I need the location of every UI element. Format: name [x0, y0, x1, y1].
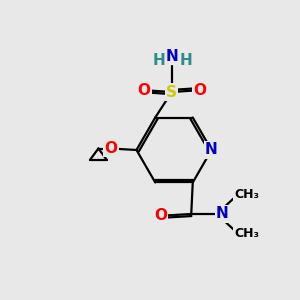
- Text: CH₃: CH₃: [234, 227, 259, 240]
- Text: N: N: [216, 206, 229, 221]
- Text: N: N: [205, 142, 218, 158]
- Text: O: O: [104, 141, 118, 156]
- Text: O: O: [154, 208, 167, 223]
- Text: N: N: [166, 49, 179, 64]
- Text: CH₃: CH₃: [234, 188, 259, 201]
- Text: S: S: [166, 85, 177, 100]
- Text: H: H: [180, 53, 193, 68]
- Text: O: O: [137, 83, 150, 98]
- Text: H: H: [153, 53, 166, 68]
- Text: O: O: [193, 83, 206, 98]
